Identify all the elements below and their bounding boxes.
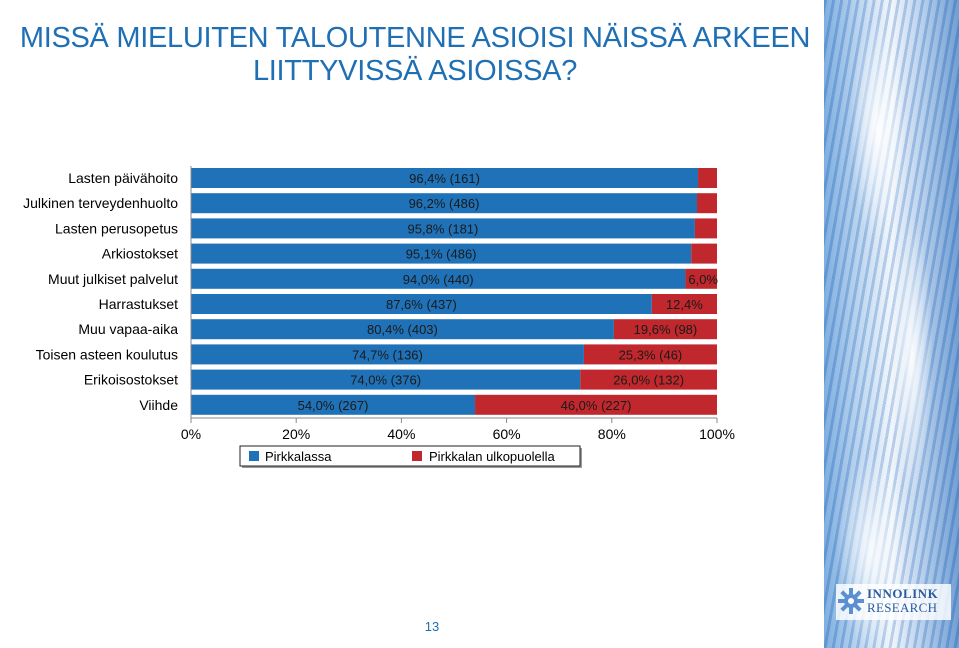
stacked-bar-chart: Lasten päivähoito Julkinen terveydenhuolt… xyxy=(23,166,735,468)
title-line-1: MISSÄ MIELUITEN TALOUTENNE ASIOISI NÄISS… xyxy=(19,22,811,54)
data-label-pirkkalassa: 54,0% (267) xyxy=(298,398,369,413)
data-label-pirkkalassa: 95,8% (181) xyxy=(408,221,479,236)
logo-gear-icon xyxy=(838,588,864,614)
data-label-pirkkalassa: 87,6% (437) xyxy=(386,297,457,312)
bar-pirkkalassa xyxy=(191,168,699,188)
x-tick-label: 40% xyxy=(387,426,415,442)
x-tick-label: 100% xyxy=(699,426,735,442)
data-label-pirkkalassa: 94,0% (440) xyxy=(403,272,474,287)
bar-pirkkalassa xyxy=(191,369,581,390)
data-label-ulkopuolella: 46,0% (227) xyxy=(561,398,632,413)
bar-pirkkalassa xyxy=(191,294,652,314)
bar-ulkopuolella xyxy=(580,369,717,390)
category-label: Julkinen terveydenhuolto xyxy=(23,195,178,211)
bar-ulkopuolella xyxy=(651,294,717,314)
bar-ulkopuolella xyxy=(583,344,717,365)
page-number: 13 xyxy=(424,619,440,634)
category-label: Lasten päivähoito xyxy=(68,170,178,186)
data-label-pirkkalassa: 96,2% (486) xyxy=(409,196,480,211)
bar-ulkopuolella xyxy=(685,268,717,289)
category-label: Toisen asteen koulutus xyxy=(36,346,178,362)
data-label-ulkopuolella: 26,0% (132) xyxy=(613,373,684,388)
data-label-ulkopuolella: 25,3% (46) xyxy=(619,347,683,362)
bar-pirkkalassa xyxy=(191,344,584,365)
bar-pirkkalassa xyxy=(191,394,476,415)
bar-pirkkalassa xyxy=(191,218,695,239)
x-tick-label: 20% xyxy=(282,426,310,442)
bar-ulkopuolella xyxy=(475,394,717,415)
bar-ulkopuolella xyxy=(694,218,717,239)
category-label: Harrastukset xyxy=(99,296,178,312)
legend-label-ulkopuolella: Pirkkalan ulkopuolella xyxy=(429,449,556,464)
category-label: Arkiostokset xyxy=(102,246,178,262)
data-label-ulkopuolella: 6,0% xyxy=(688,272,718,287)
data-label-ulkopuolella: 19,6% (98) xyxy=(634,322,698,337)
bar-ulkopuolella xyxy=(613,319,717,340)
data-label-pirkkalassa: 74,0% (376) xyxy=(350,373,421,388)
legend-label-pirkkalassa: Pirkkalassa xyxy=(265,449,332,464)
data-label-ulkopuolella: 12,4% xyxy=(666,297,703,312)
bar-pirkkalassa xyxy=(191,243,692,264)
company-logo: INNOLINK RESEARCH xyxy=(836,584,951,620)
bar-pirkkalassa xyxy=(191,268,686,289)
x-tick-label: 60% xyxy=(493,426,521,442)
data-label-pirkkalassa: 80,4% (403) xyxy=(367,322,438,337)
title-line-2: LIITTYVISSÄ ASIOISSA? xyxy=(252,55,578,87)
bar-ulkopuolella xyxy=(697,193,717,214)
data-label-pirkkalassa: 96,4% (161) xyxy=(409,171,480,186)
legend-swatch-pirkkalassa xyxy=(249,451,259,461)
data-label-pirkkalassa: 95,1% (486) xyxy=(406,247,477,262)
decorative-side-panel xyxy=(824,0,959,648)
logo-text-research: RESEARCH xyxy=(867,600,938,615)
category-label: Lasten perusopetus xyxy=(55,220,178,236)
bar-ulkopuolella xyxy=(698,168,717,188)
bar-ulkopuolella xyxy=(691,243,717,264)
legend-box xyxy=(239,445,581,467)
category-label: Viihde xyxy=(139,397,178,413)
data-label-pirkkalassa: 74,7% (136) xyxy=(352,347,423,362)
category-label: Muu vapaa-aika xyxy=(78,321,178,337)
legend-swatch-ulkopuolella xyxy=(412,451,422,461)
bar-pirkkalassa xyxy=(191,193,698,214)
x-tick-label: 0% xyxy=(181,426,201,442)
page-title: MISSÄ MIELUITEN TALOUTENNE ASIOISI NÄISS… xyxy=(0,22,830,88)
x-tick-label: 80% xyxy=(598,426,626,442)
bar-pirkkalassa xyxy=(191,319,614,340)
category-label: Erikoisostokset xyxy=(84,372,178,388)
category-label: Muut julkiset palvelut xyxy=(48,271,178,287)
logo-text-innolink: INNOLINK xyxy=(867,586,939,601)
